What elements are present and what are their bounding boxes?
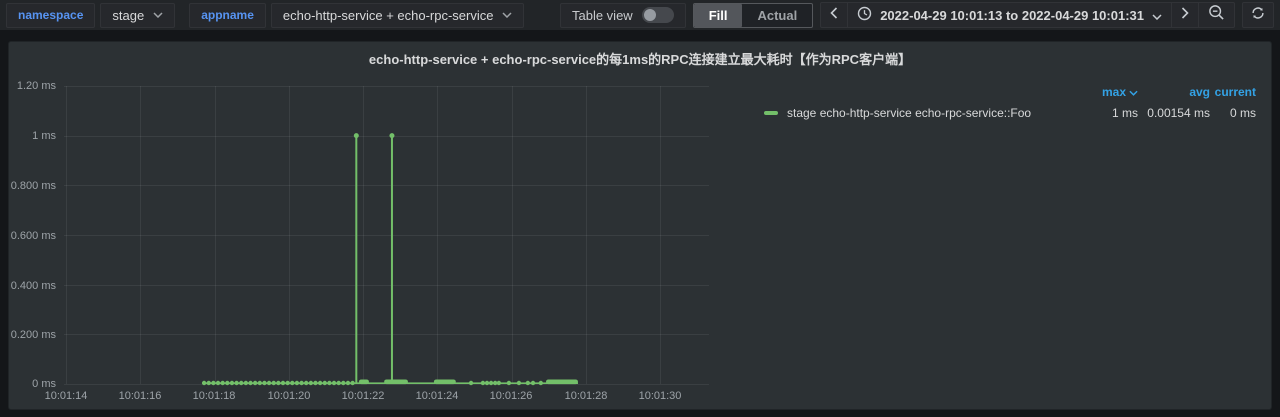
namespace-label: namespace [6,2,96,28]
table-view-label: Table view [571,7,633,23]
toggle-knob [643,9,656,21]
y-axis-tick: 0 ms [32,378,56,390]
x-axis-tick: 10:01:28 [564,390,608,402]
namespace-select[interactable]: stage [100,2,176,28]
chevron-right-icon [1181,6,1189,24]
legend-series-row: stage echo-http-service echo-rpc-service… [764,105,1256,120]
y-axis-tick: 0.200 ms [10,329,56,341]
appname-value: echo-http-service + echo-rpc-service [282,7,494,23]
time-range-text: 2022-04-29 10:01:13 to 2022-04-29 10:01:… [880,7,1144,23]
x-axis-tick: 10:01:30 [638,390,682,402]
variables-bar: namespace stage appname echo-http-servic… [6,2,525,28]
y-axis-tick: 1 ms [32,130,56,142]
graph-panel: echo-http-service + echo-rpc-service的每1m… [8,41,1272,410]
time-shift-back-button[interactable] [821,3,849,27]
x-axis-tick: 10:01:26 [489,390,533,402]
chart-canvas [64,86,709,386]
y-axis-tick: 1.20 ms [16,80,56,92]
chevron-down-icon [153,12,163,18]
sync-arrows-icon [1250,5,1266,26]
series-current-value: 0 ms [1229,105,1256,120]
legend-table: max avg current stage echo-http-service … [764,84,1256,120]
series-max-value: 1 ms [1111,105,1138,120]
y-axis-tick: 0.600 ms [10,230,56,242]
legend-sort-current[interactable]: current [1214,84,1256,99]
toolbar-actions: Table view Fill Actual 2022-04-29 10:01:… [559,2,1274,28]
x-axis-tick: 10:01:18 [192,390,236,402]
dashboard-toolbar: namespace stage appname echo-http-servic… [0,0,1280,30]
x-axis-tick: 10:01:22 [341,390,385,402]
fill-button[interactable]: Fill [693,3,743,27]
clock-icon [857,6,872,24]
actual-button[interactable]: Actual [742,4,812,27]
gridlines [64,86,709,385]
series-color-swatch [764,110,778,115]
chevron-down-icon [502,12,513,18]
series-line [201,133,578,386]
x-axis-tick: 10:01:24 [415,390,459,402]
legend-sort-max[interactable]: max [1102,85,1138,99]
appname-label: appname [189,2,266,28]
series-label[interactable]: stage echo-http-service echo-rpc-service… [787,105,1032,120]
fill-actual-segmented: Fill Actual [692,2,814,28]
time-shift-forward-button[interactable] [1172,3,1199,27]
x-axis-tick: 10:01:20 [267,390,311,402]
series-avg-value: 0.00154 ms [1147,105,1210,120]
chevron-left-icon [830,6,838,24]
namespace-value: stage [112,7,145,23]
y-axis-tick: 0.800 ms [10,180,56,192]
variable-namespace: namespace stage [6,2,176,28]
time-picker-group: 2022-04-29 10:01:13 to 2022-04-29 10:01:… [820,2,1235,28]
x-axis-tick: 10:01:14 [44,390,88,402]
legend-header-max: max [1101,84,1126,99]
table-view-toggle[interactable] [641,7,674,23]
variable-appname: appname echo-http-service + echo-rpc-ser… [189,2,525,28]
panel-title[interactable]: echo-http-service + echo-rpc-service的每1m… [368,52,912,67]
zoom-out-button[interactable] [1199,3,1234,27]
legend-header-row: max avg current [764,84,1256,99]
chevron-down-icon [1152,8,1162,23]
y-axis-tick: 0.400 ms [10,280,56,292]
time-range-picker[interactable]: 2022-04-29 10:01:13 to 2022-04-29 10:01:… [848,3,1172,27]
refresh-button[interactable] [1242,2,1274,28]
chevron-down-icon [1129,85,1138,99]
x-axis-tick: 10:01:16 [118,390,162,402]
table-view-control: Table view [559,2,686,28]
magnifier-minus-icon [1208,4,1225,26]
appname-select[interactable]: echo-http-service + echo-rpc-service [270,2,525,28]
legend-sort-avg[interactable]: avg [1189,84,1210,99]
